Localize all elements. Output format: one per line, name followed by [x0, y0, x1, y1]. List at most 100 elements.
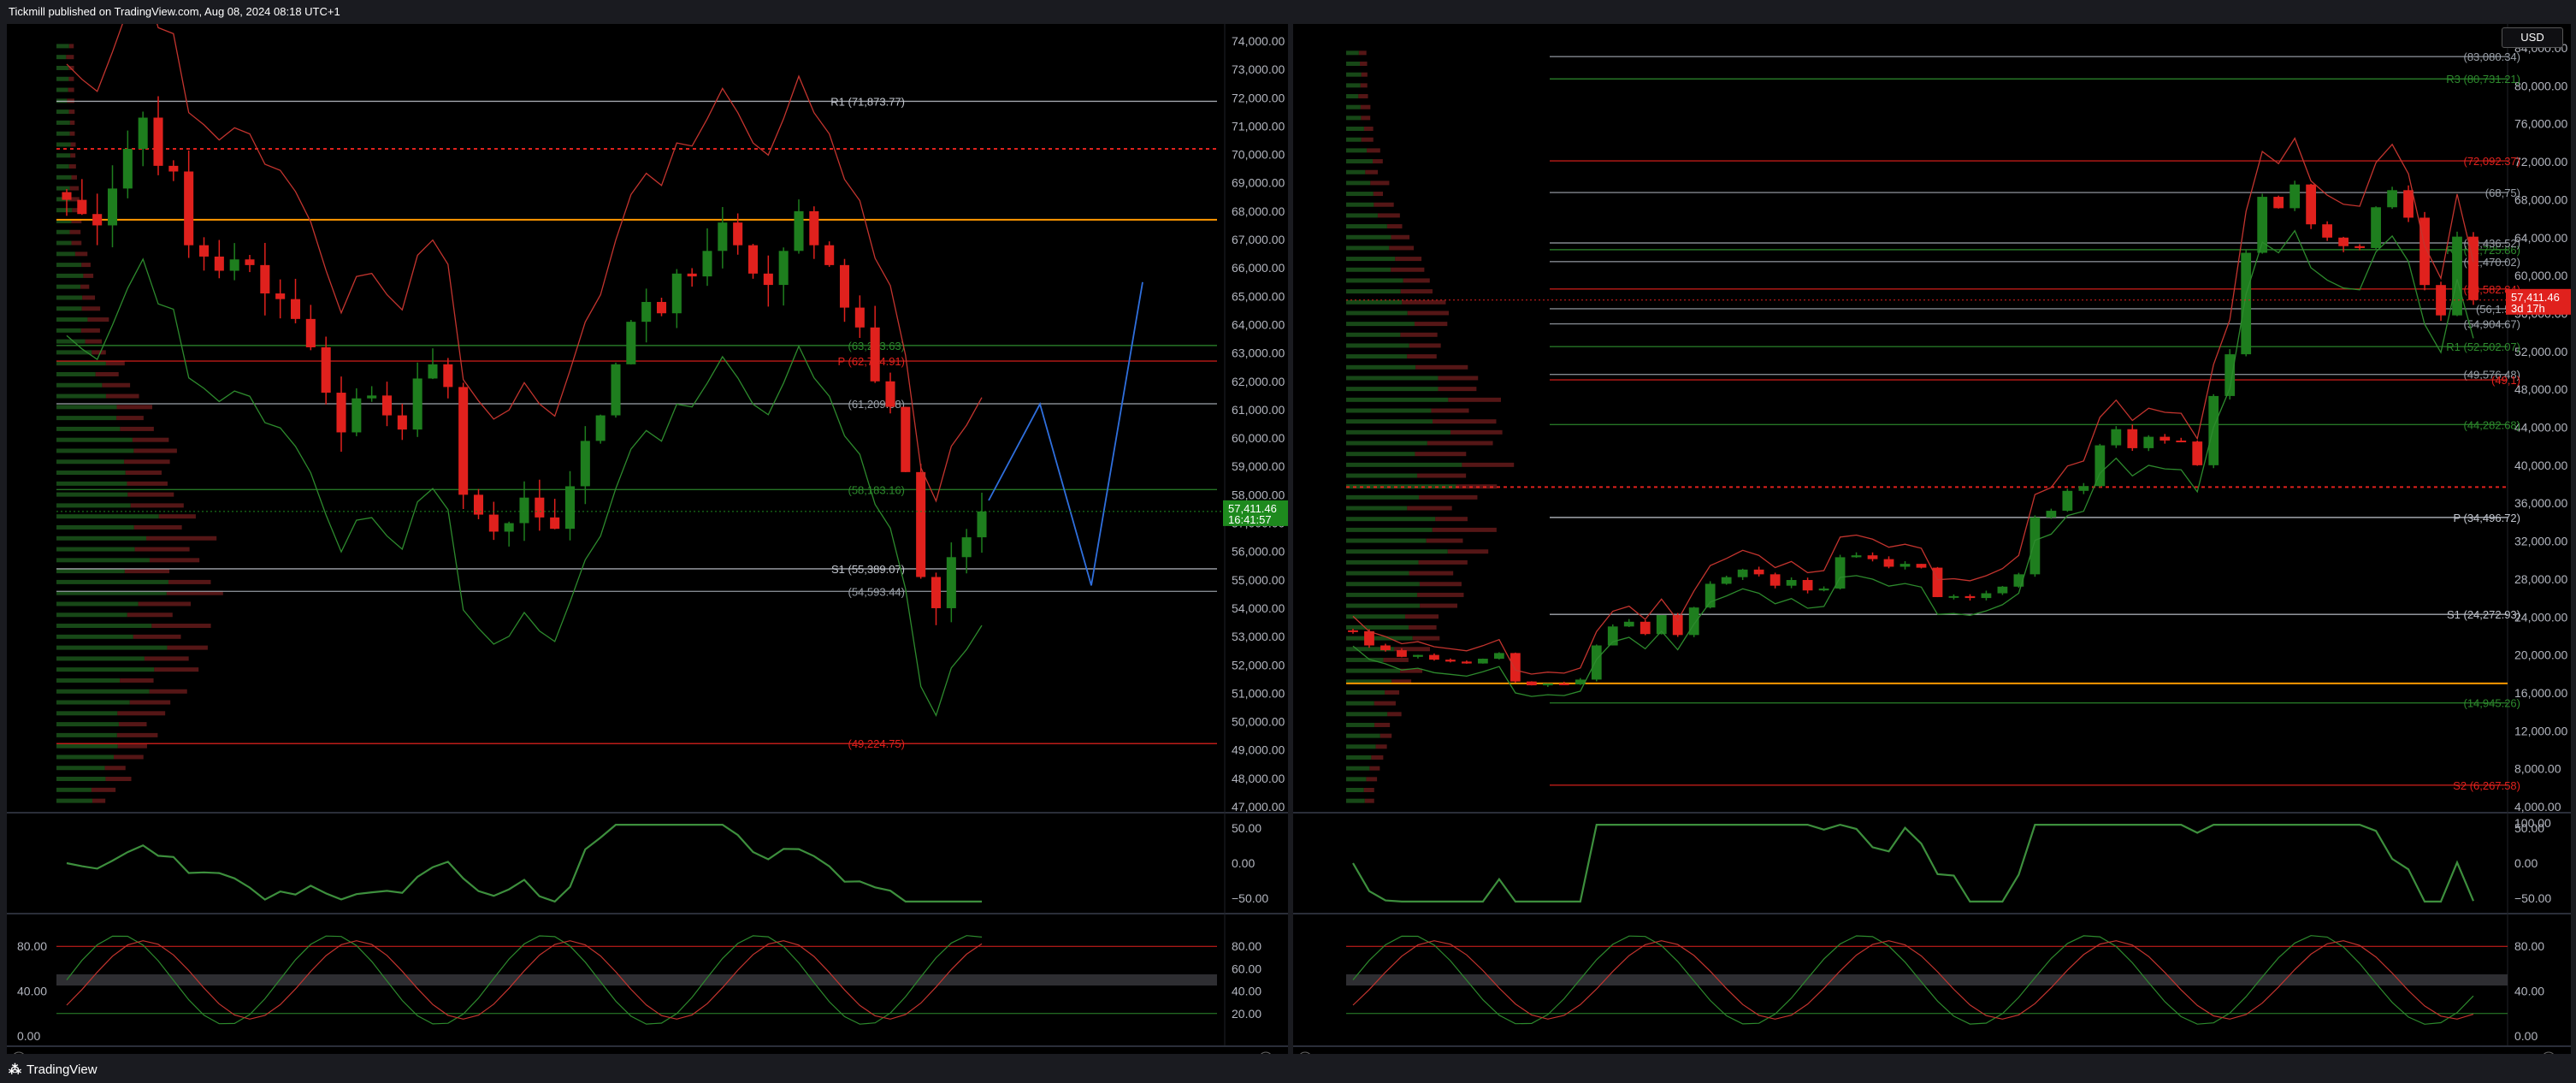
volume-profile-bar [1346, 657, 1384, 662]
candle-body [443, 364, 453, 388]
candle-body [305, 318, 316, 347]
volume-profile-bar [1462, 462, 1515, 467]
candle-body [290, 299, 301, 319]
volume-profile-bar [56, 711, 118, 716]
volume-profile-bar [56, 732, 117, 737]
volume-profile-bar [71, 240, 82, 246]
footer-brand[interactable]: TradingView [27, 1062, 97, 1077]
candle-body [1672, 615, 1683, 636]
volume-profile-bar [92, 350, 106, 355]
volume-profile-bar [1346, 441, 1427, 446]
x-tick-label: 26 [1199, 1052, 1213, 1054]
currency-button[interactable]: USD [2502, 27, 2563, 48]
volume-profile-bar [1346, 246, 1390, 251]
volume-profile-bar [1380, 733, 1392, 738]
volume-profile-bar [56, 492, 128, 497]
volume-profile-bar [1366, 777, 1378, 782]
candle-body [595, 415, 606, 441]
volume-profile-bar [1346, 722, 1375, 727]
stoch-d-line [66, 940, 983, 1020]
volume-profile-bar [56, 426, 121, 431]
pivot-level-label: (49,224.75) [848, 737, 906, 750]
volume-profile-bar [1346, 62, 1361, 67]
volume-profile-bar [56, 44, 69, 49]
volume-profile-bar [1346, 647, 1394, 652]
volume-profile-bar [56, 252, 75, 257]
volume-profile-bar [1407, 311, 1449, 316]
volume-profile-bar [56, 361, 106, 366]
candle-body [564, 486, 576, 530]
upper-band-line [1352, 137, 2474, 675]
candle-body [1607, 626, 1618, 646]
volume-profile-bar [1409, 624, 1437, 630]
stoch-y-tick: 60.00 [1232, 962, 1261, 975]
volume-profile-bar [1346, 257, 1396, 262]
candle-body [1737, 569, 1748, 577]
x-tick-label: Nov [2479, 1052, 2500, 1054]
y-tick-label: 60,000.00 [1232, 431, 1285, 445]
volume-profile-bar [56, 131, 70, 136]
y-tick-label: 24,000.00 [2514, 610, 2567, 624]
volume-profile-bar [1361, 137, 1374, 142]
upper-band-line [66, 0, 983, 503]
volume-profile-bar [1346, 387, 1439, 392]
candle-body [2046, 511, 2057, 518]
weekly-chart-panel[interactable]: 84,000.00 80,000.00 76,000.00 72,000.00 68,0… [1293, 24, 2573, 1067]
volume-profile-bar [56, 798, 92, 803]
candle-body [870, 327, 880, 382]
candle-body [1640, 621, 1651, 635]
y-tick-label: 56,000.00 [1232, 545, 1285, 559]
candle-body [2029, 517, 2041, 575]
volume-profile-bar [113, 755, 144, 760]
volume-profile-bar [1346, 94, 1359, 99]
x-tick-label: 19 [1099, 1052, 1113, 1054]
volume-profile-bar [1418, 559, 1468, 565]
candle-body [1867, 555, 1878, 559]
y-tick-label: 28,000.00 [2514, 572, 2567, 586]
candle-body [824, 245, 835, 265]
volume-profile-bar [1367, 148, 1380, 153]
volume-profile-bar [1393, 647, 1430, 652]
volume-profile-bar [56, 470, 126, 476]
volume-profile-bar [68, 76, 74, 81]
daily-chart-canvas[interactable]: 74,000.00 73,000.00 72,000.00 71,000.00 70,0… [7, 0, 1290, 1067]
daily-chart-panel[interactable]: 74,000.00 73,000.00 72,000.00 71,000.00 70,0… [7, 0, 1290, 1067]
volume-profile-bar [138, 601, 192, 607]
volume-profile-bar [56, 601, 139, 607]
y-tick-label: 59,000.00 [1232, 459, 1285, 473]
volume-profile-bar [56, 777, 106, 782]
volume-profile-bar [125, 470, 162, 476]
y-tick-label: 80,000.00 [2514, 79, 2567, 92]
candle-body [794, 210, 804, 252]
weekly-chart-canvas[interactable]: 84,000.0080,000.0076,000.0072,000.0068,0… [1293, 24, 2573, 1067]
volume-profile-bar [56, 524, 134, 530]
auto-scale-icon [1258, 1051, 1273, 1067]
volume-profile-bar [1373, 192, 1383, 197]
pivot-level-label: (72,092.37) [2464, 155, 2521, 168]
volume-profile-bar [56, 394, 106, 399]
stoch-left-y-tick: 0.00 [17, 1029, 40, 1043]
volume-profile-bar [1346, 679, 1392, 684]
volume-profile-bar [80, 284, 90, 289]
candle-body [1818, 588, 1829, 591]
volume-profile-bar [1377, 213, 1400, 218]
volume-profile-bar [1346, 549, 1448, 554]
pivot-level-label: S1 (24,272.93) [2447, 608, 2520, 621]
candle-body [1964, 595, 1976, 599]
volume-profile-bar [104, 766, 126, 771]
y-tick-label: 76,000.00 [2514, 117, 2567, 131]
oscillator-y-tick: 100.00 [2514, 816, 2551, 830]
candle-body [245, 259, 255, 265]
candle-body [1623, 621, 1634, 627]
volume-profile-bar [56, 678, 121, 683]
volume-profile-bar [56, 164, 69, 169]
volume-profile-bar [56, 700, 130, 705]
volume-profile-bar [81, 306, 101, 311]
candle-body [641, 301, 652, 323]
oscillator-y-tick: 50.00 [1232, 821, 1261, 835]
candle-body [2192, 441, 2203, 465]
volume-profile-bar [1360, 62, 1368, 67]
volume-profile-bar [56, 481, 127, 486]
volume-profile-bar [1409, 571, 1454, 576]
pivot-level-label: (83,080.34) [2464, 50, 2521, 63]
